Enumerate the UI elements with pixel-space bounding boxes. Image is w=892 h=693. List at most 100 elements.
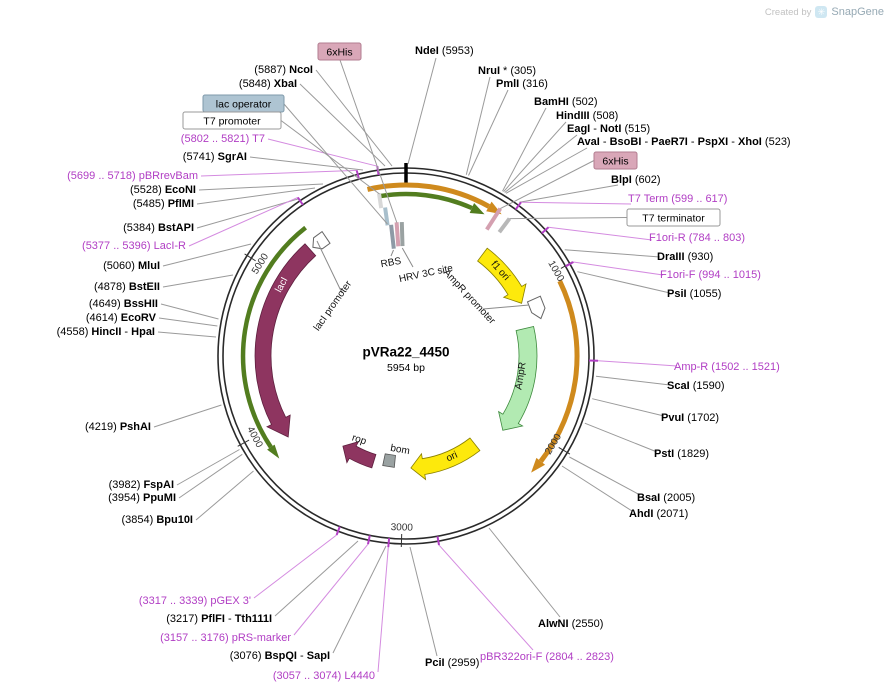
label-text: L4440 <box>344 670 375 682</box>
enzyme-pointer-line <box>503 121 567 193</box>
his6-tag-right-glyph <box>485 207 502 231</box>
insert-arc-green-top-arrowhead <box>469 203 485 215</box>
label-text: (508) <box>590 110 619 122</box>
laci-region-arc-arrowhead <box>267 444 280 459</box>
enzyme-label: EagI - NotI (515) <box>567 123 650 135</box>
t7-terminator-glyph <box>497 217 512 234</box>
label-text: (4878) <box>94 281 129 293</box>
enzyme-pointer-line <box>153 404 222 428</box>
enzyme-pointer-line <box>488 527 561 618</box>
label-text: pGEX 3' <box>210 595 251 607</box>
label-text: T7 <box>252 133 265 145</box>
label-text: Bpu10I <box>156 514 193 526</box>
label-text: - <box>225 613 235 625</box>
enzyme-label: PciI (2959) <box>425 657 479 669</box>
label-text: (5802 .. 5821) <box>181 133 252 145</box>
label-text: - <box>728 136 738 148</box>
enzyme-label: (5384) BstAPI <box>123 222 194 234</box>
primer-pointer-line <box>573 261 664 276</box>
label-text: pBRrevBam <box>139 170 198 182</box>
enzyme-label: AvaI - BsoBI - PaeR7I - PspXI - XhoI (52… <box>577 136 791 148</box>
plasmid-size: 5954 bp <box>387 362 425 374</box>
enzyme-label: (3217) PflFI - Tth111I <box>166 613 272 625</box>
primer-site-tick <box>387 538 391 548</box>
label-text: (2804 .. 2823) <box>542 651 614 663</box>
callout-pointer-line <box>390 249 394 257</box>
enzyme-label: NruI * (305) <box>478 65 536 77</box>
primer-site-tick <box>355 170 360 180</box>
label-text: (3076) <box>230 650 265 662</box>
primer-pointer-line <box>188 196 299 247</box>
enzyme-label: (5887) NcoI <box>254 64 313 76</box>
hrv-3c-site-glyph <box>399 222 405 247</box>
enzyme-label: (3954) PpuMI <box>108 492 176 504</box>
label-text: BamHI <box>534 96 569 108</box>
enzyme-label: (5848) XbaI <box>239 78 297 90</box>
label-text: (5848) <box>239 78 274 90</box>
his6-tag-glyph <box>394 222 401 247</box>
feature-arrows <box>254 193 546 481</box>
rbs-glyph <box>389 224 396 249</box>
enzyme-pointer-line <box>468 89 509 176</box>
feature-box <box>182 111 282 130</box>
laci-gene-arrow <box>254 243 317 438</box>
enzyme-pointer-line <box>299 83 386 167</box>
primer-pointer-line <box>597 360 678 367</box>
enzyme-label: (4219) PshAI <box>85 421 151 433</box>
feature-box-label: lac operator <box>216 99 272 111</box>
label-text: PflMI <box>168 198 194 210</box>
callout-pointer-line <box>316 240 343 294</box>
feature-callout-label: AmpR promoter <box>441 267 498 327</box>
label-text: (5377 .. 5396) <box>82 240 154 252</box>
label-text: - <box>297 650 307 662</box>
scale-label: 3000 <box>391 522 414 534</box>
enzyme-label: (5485) PflMI <box>133 198 194 210</box>
enzyme-pointer-line <box>564 249 661 258</box>
snapgene-logo-icon <box>815 6 828 18</box>
primer-pointer-line <box>293 543 369 636</box>
label-text: LacI-R <box>154 240 186 252</box>
label-text: (2071) <box>653 508 688 520</box>
enzyme-pointer-line <box>561 465 633 512</box>
enzyme-label: PvuI (1702) <box>661 412 719 424</box>
enzyme-label: PstI (1829) <box>654 448 709 460</box>
feature-label: ori <box>445 450 460 465</box>
enzyme-label: BlpI (602) <box>611 174 661 186</box>
enzyme-pointer-line <box>178 453 243 499</box>
feature-box-pointer-line <box>280 120 380 195</box>
label-text: (1829) <box>674 448 709 460</box>
label-text: - <box>121 326 131 338</box>
label-text: (2005) <box>660 492 695 504</box>
label-text: PstI <box>654 448 674 460</box>
enzyme-pointer-line <box>196 187 316 205</box>
bom-block <box>382 453 396 468</box>
insert-arc-orange-top <box>366 182 491 209</box>
enzyme-label: (4558) HincII - HpaI <box>57 326 155 338</box>
label-text: (3157 .. 3176) <box>160 632 232 644</box>
enzyme-pointer-line <box>162 243 252 267</box>
primer-label: (5699 .. 5718) pBRrevBam <box>67 170 198 182</box>
enzyme-label: BsaI (2005) <box>637 492 695 504</box>
enzyme-pointer-line <box>584 422 658 453</box>
label-text: BlpI <box>611 174 632 186</box>
center-title: pVRa22_4450 5954 bp <box>362 345 449 375</box>
ori-arrow <box>410 437 481 481</box>
primer-pointer-line <box>520 201 632 205</box>
watermark-brand: SnapGene <box>831 6 884 18</box>
enzyme-label: PmlI (316) <box>496 78 548 90</box>
label-text: T7 Term <box>628 193 668 205</box>
rop-arrow <box>342 441 377 469</box>
feature-box <box>317 42 362 61</box>
label-text: pRS-marker <box>232 632 292 644</box>
ampr-promoter-arrow <box>526 295 546 320</box>
label-text: (5528) <box>130 184 165 196</box>
label-text: (4614) <box>86 312 121 324</box>
label-text: NruI <box>478 65 500 77</box>
enzyme-label: PsiI (1055) <box>667 288 721 300</box>
label-text: HincII <box>91 326 121 338</box>
label-text: ScaI <box>667 380 690 392</box>
label-text: (3217) <box>166 613 201 625</box>
label-text: (994 .. 1015) <box>695 269 760 281</box>
primer-site-tick <box>367 535 371 545</box>
